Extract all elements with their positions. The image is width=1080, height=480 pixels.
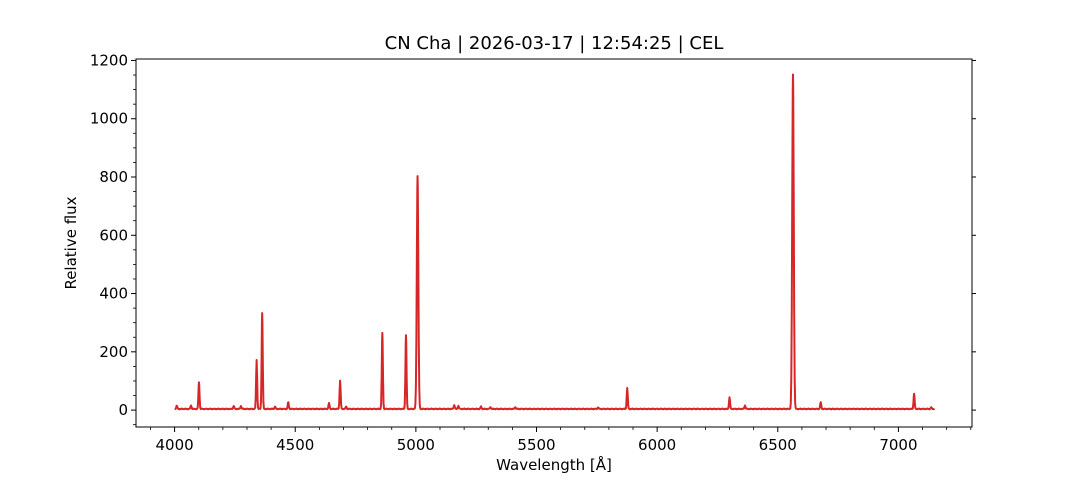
emission-peak-point xyxy=(176,405,178,407)
emission-peak-point xyxy=(240,405,242,407)
x-tick-label: 7000 xyxy=(879,436,917,454)
emission-peak-point xyxy=(490,406,492,408)
y-tick-label: 0 xyxy=(118,401,128,419)
emission-peak-point xyxy=(913,393,915,395)
x-tick-label: 5500 xyxy=(517,436,555,454)
emission-peak-point xyxy=(233,405,235,407)
emission-peak-point xyxy=(458,405,460,407)
y-axis: 0 200 400 600 800 1000 1200 xyxy=(90,51,976,424)
emission-peak-point xyxy=(274,406,276,408)
x-tick-label: 5000 xyxy=(397,436,435,454)
x-axis: 4000 4500 5000 5500 6000 6500 7000 xyxy=(150,427,970,454)
emission-peak-point xyxy=(514,406,516,408)
emission-peak-point xyxy=(626,387,628,389)
emission-peak-point xyxy=(417,175,419,177)
x-tick-label: 4500 xyxy=(276,436,314,454)
x-tick-label: 4000 xyxy=(156,436,194,454)
emission-peak-point xyxy=(930,407,932,409)
y-tick-label: 600 xyxy=(99,226,128,244)
x-tick-label: 6500 xyxy=(759,436,797,454)
emission-peak-point xyxy=(261,312,263,314)
emission-peak-point xyxy=(480,406,482,408)
emission-peak-point xyxy=(339,380,341,382)
emission-peak-point xyxy=(453,404,455,406)
emission-peak-point xyxy=(597,407,599,409)
y-tick-label: 1000 xyxy=(90,110,128,128)
y-tick-label: 200 xyxy=(99,343,128,361)
x-tick-label: 6000 xyxy=(638,436,676,454)
emission-peak-point xyxy=(382,332,384,334)
emission-peak-point xyxy=(328,402,330,404)
y-tick-label: 1200 xyxy=(90,51,128,69)
emission-peak-point xyxy=(729,396,731,398)
spectrum-series xyxy=(175,74,935,410)
emission-peak-point xyxy=(405,334,407,336)
emission-peak-point xyxy=(190,405,192,407)
emission-peak-point xyxy=(345,406,347,408)
emission-peak-point xyxy=(287,401,289,403)
emission-peak-point xyxy=(820,401,822,403)
y-tick-label: 800 xyxy=(99,168,128,186)
x-axis-title: Wavelength [Å] xyxy=(496,455,612,474)
emission-peak-point xyxy=(792,74,794,76)
emission-peak-point xyxy=(744,405,746,407)
spectrum-line xyxy=(175,74,935,409)
emission-peak-point xyxy=(256,359,258,361)
chart-title: CN Cha | 2026-03-17 | 12:54:25 | CEL xyxy=(385,33,724,54)
emission-peak-point xyxy=(198,382,200,384)
y-axis-title: Relative flux xyxy=(62,196,80,289)
y-tick-label: 400 xyxy=(99,285,128,303)
